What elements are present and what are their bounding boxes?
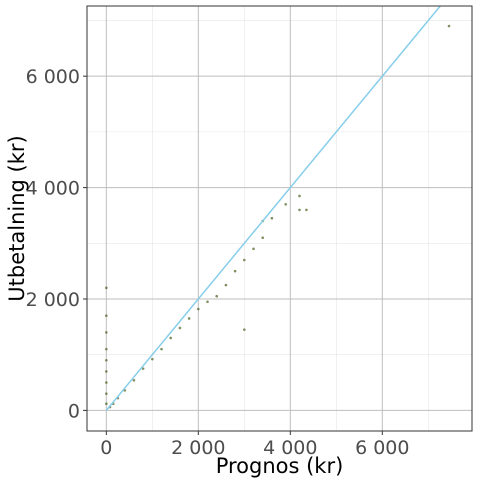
- data-point: [243, 258, 246, 262]
- x-axis-ticks: 0 2 000 4 000 6 000: [100, 431, 410, 459]
- y-tick-label: 6 000: [26, 66, 80, 88]
- data-point: [151, 357, 154, 361]
- data-point: [224, 283, 228, 287]
- data-point: [252, 247, 255, 251]
- y-axis-ticks: 0 2 000 4 000 6 000: [26, 66, 87, 422]
- data-point: [105, 358, 108, 362]
- y-tick-label: 0: [68, 400, 80, 422]
- x-tick-label: 2 000: [171, 437, 225, 459]
- data-point: [187, 317, 191, 320]
- minor-grid: [87, 6, 472, 431]
- y-axis-title: Utbetalning (kr): [5, 135, 29, 301]
- reference-line: [105, 5, 441, 411]
- data-point: [305, 208, 308, 212]
- data-point: [105, 347, 108, 351]
- data-points: [105, 24, 451, 409]
- data-point: [105, 286, 108, 290]
- reference-line-group: [105, 5, 441, 411]
- data-point: [105, 331, 108, 334]
- y-tick-label: 4 000: [26, 178, 80, 200]
- data-point: [132, 379, 136, 382]
- data-point: [284, 202, 288, 206]
- data-point: [447, 24, 451, 28]
- data-point: [243, 328, 246, 331]
- major-grid: [87, 6, 472, 431]
- data-point: [178, 326, 182, 330]
- data-point: [215, 294, 219, 298]
- x-tick-label: 0: [100, 437, 112, 459]
- data-point: [141, 367, 145, 370]
- data-point: [169, 336, 173, 340]
- x-axis-title: Prognos (kr): [216, 454, 344, 478]
- data-point: [105, 381, 108, 384]
- data-point: [261, 236, 265, 240]
- data-point: [105, 392, 108, 395]
- data-point: [298, 194, 301, 198]
- data-point: [197, 307, 200, 311]
- data-point: [298, 208, 301, 212]
- data-point: [105, 314, 108, 317]
- data-point: [270, 216, 274, 220]
- x-tick-label: 6 000: [355, 437, 409, 459]
- panel-border: [86, 5, 473, 432]
- data-point: [105, 370, 108, 373]
- data-point: [105, 402, 108, 406]
- y-tick-label: 2 000: [26, 289, 80, 311]
- data-point: [233, 269, 237, 273]
- data-point: [206, 300, 209, 304]
- x-tick-label: 4 000: [263, 437, 317, 459]
- data-point: [160, 347, 163, 351]
